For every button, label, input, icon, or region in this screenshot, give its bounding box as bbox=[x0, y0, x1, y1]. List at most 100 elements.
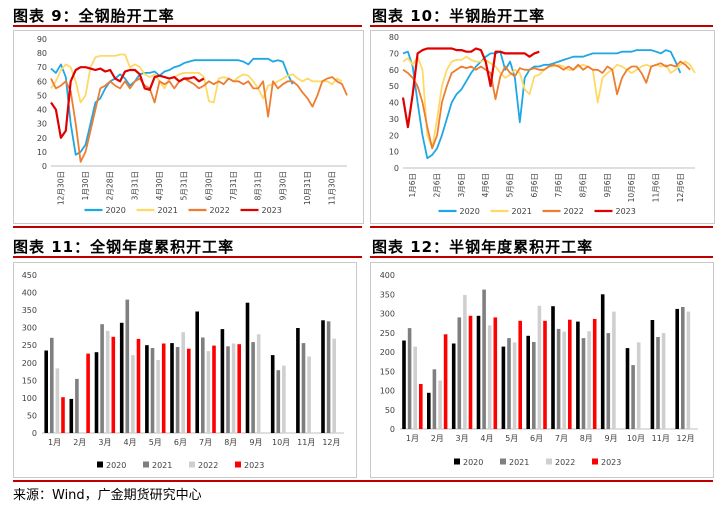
c10-ytick: 0 bbox=[394, 164, 399, 173]
c12-legend-swatch-2021 bbox=[500, 458, 506, 465]
c9-xtick: 2月28日 bbox=[106, 171, 115, 200]
c11-bar-2021 bbox=[301, 343, 306, 433]
c11-ytick: 100 bbox=[22, 394, 37, 403]
c10-series-2022-line bbox=[402, 60, 691, 150]
c11-bar-2020 bbox=[195, 311, 199, 433]
c12-bar-2020 bbox=[402, 340, 406, 429]
c11-bar-2020 bbox=[170, 343, 174, 433]
chart9-svg: 0 10 20 30 40 50 60 70 80 90 12月30日 1月30日 2月28日 3月31日… bbox=[37, 35, 348, 215]
c11-bar-2020 bbox=[321, 320, 325, 433]
c9-series-2022-line bbox=[50, 76, 348, 163]
c11-legend-2020: 2020 bbox=[106, 461, 126, 470]
c10-xtick: 3月6日 bbox=[457, 173, 466, 198]
c11-bar-2021 bbox=[276, 370, 281, 433]
c10-xtick: 5月6日 bbox=[506, 173, 515, 198]
c12-bar-2021 bbox=[656, 337, 660, 429]
c10-xtick: 11月6日 bbox=[652, 173, 661, 202]
c12-bar-2022 bbox=[636, 342, 641, 429]
c11-ytick: 0 bbox=[32, 429, 37, 438]
c12-ytick: 250 bbox=[380, 329, 395, 338]
c10-ytick: 50 bbox=[389, 82, 399, 91]
c10-xtick: 2月6日 bbox=[433, 173, 442, 198]
c12-ytick: 300 bbox=[380, 310, 395, 319]
c12-bar-2022 bbox=[537, 305, 542, 429]
c12-bar-2022 bbox=[686, 311, 691, 429]
chart10-rule bbox=[370, 25, 713, 27]
c11-xtick: 8月 bbox=[224, 438, 237, 447]
c11-bar-2021 bbox=[201, 337, 205, 433]
c12-bar-2022 bbox=[487, 325, 492, 429]
c12-ytick: 100 bbox=[380, 387, 395, 396]
c11-bar-2021 bbox=[125, 299, 130, 433]
c12-bar-2021 bbox=[681, 307, 685, 429]
c9-xtick: 5月31日 bbox=[180, 171, 189, 200]
c10-xtick: 6月6日 bbox=[530, 173, 539, 198]
chart11-svg: 0 50 100 150 200 250 300 350 400 450 1月 2月 3月 4月 5月 6月 7… bbox=[22, 271, 344, 470]
c11-bar-2020 bbox=[44, 350, 48, 433]
c12-bar-2021 bbox=[407, 328, 412, 429]
c11-xtick: 5月 bbox=[149, 438, 162, 447]
c9-series-2023-line bbox=[50, 66, 205, 139]
c11-bar-2022 bbox=[131, 355, 135, 433]
c11-bar-2022 bbox=[55, 368, 60, 433]
c12-bar-2020 bbox=[675, 308, 679, 429]
c11-bar-2021 bbox=[251, 342, 255, 433]
c11-bar-2021 bbox=[150, 348, 155, 433]
c11-bar-2023 bbox=[161, 343, 166, 433]
c11-bar-2022 bbox=[282, 365, 286, 433]
chart12-box: 0 50 100 150 200 250 300 350 400 1月 2月 3月 4月 5月 6月 7月 8月… bbox=[370, 262, 714, 478]
c12-bar-2023 bbox=[592, 318, 597, 429]
c12-bar-2020 bbox=[551, 306, 555, 429]
c11-bar-2023 bbox=[61, 397, 65, 433]
c11-bar-2021 bbox=[50, 337, 54, 433]
chart12-svg: 0 50 100 150 200 250 300 350 400 1月 2月 3月 4月 5月 6月 7月 8月… bbox=[380, 271, 698, 467]
c11-ytick: 200 bbox=[22, 359, 37, 368]
c10-series-2020-line bbox=[402, 49, 682, 160]
c9-xtick: 8月31日 bbox=[254, 171, 263, 200]
c11-bar-2023 bbox=[187, 348, 191, 433]
c12-ytick: 200 bbox=[380, 348, 395, 357]
c9-ytick: 80 bbox=[37, 49, 47, 58]
c12-legend-2022: 2022 bbox=[555, 458, 575, 467]
c11-ytick: 150 bbox=[22, 376, 37, 385]
c9-legend-2021: 2021 bbox=[158, 206, 178, 215]
c12-xtick: 4月 bbox=[480, 434, 493, 443]
c10-ytick: 10 bbox=[389, 148, 399, 157]
c12-ytick: 400 bbox=[380, 271, 395, 280]
source-note: 来源：Wind，广金期货研究中心 bbox=[13, 488, 202, 503]
c11-legend-swatch-2020 bbox=[97, 461, 103, 468]
c12-xtick: 2月 bbox=[431, 434, 444, 443]
chart10-box: 0 10 20 30 40 50 60 70 80 1月6日 2月6日 3月6日 4月6日 5月6日 6月6… bbox=[370, 30, 715, 224]
chart9-box: 0 10 20 30 40 50 60 70 80 90 12月30日 1月30日 2月28日 3月31日… bbox=[13, 30, 364, 224]
c10-legend-2023: 2023 bbox=[616, 207, 636, 216]
c11-bar-2021 bbox=[75, 378, 79, 433]
chart9-rule bbox=[13, 25, 362, 27]
chart11-box: 0 50 100 150 200 250 300 350 400 450 1月 2月 3月 4月 5月 6月 7… bbox=[13, 262, 357, 478]
c10-ytick: 30 bbox=[389, 115, 399, 124]
c11-bar-2022 bbox=[231, 343, 236, 433]
c9-series-2021-line bbox=[50, 53, 343, 104]
c9-ytick: 90 bbox=[37, 35, 47, 44]
c11-bar-2020 bbox=[296, 328, 300, 433]
c11-bar-2021 bbox=[226, 346, 230, 433]
c11-xtick: 2月 bbox=[73, 438, 86, 447]
c12-bar-2023 bbox=[419, 384, 423, 429]
c12-xtick: 12月 bbox=[676, 434, 694, 443]
c9-xtick: 3月31日 bbox=[130, 171, 139, 200]
chart11-title: 图表 11：全钢年度累积开工率 bbox=[13, 238, 235, 256]
c12-bar-2020 bbox=[476, 315, 481, 429]
c10-xtick: 10月6日 bbox=[627, 173, 636, 202]
c12-bar-2020 bbox=[427, 392, 431, 429]
c12-bar-2022 bbox=[587, 331, 591, 429]
c12-bar-2022 bbox=[413, 346, 417, 429]
chart11-rule bbox=[13, 256, 362, 258]
c11-bar-2021 bbox=[100, 324, 104, 433]
chart9-bottom-rule bbox=[13, 226, 362, 228]
c12-legend-2021: 2021 bbox=[509, 458, 529, 467]
c9-series-2020-line bbox=[50, 57, 294, 156]
c12-bar-2020 bbox=[576, 321, 580, 429]
c11-bar-2020 bbox=[94, 352, 99, 433]
c12-bar-2020 bbox=[451, 343, 456, 429]
c10-legend-2021: 2021 bbox=[512, 207, 532, 216]
c12-bar-2023 bbox=[543, 320, 547, 429]
